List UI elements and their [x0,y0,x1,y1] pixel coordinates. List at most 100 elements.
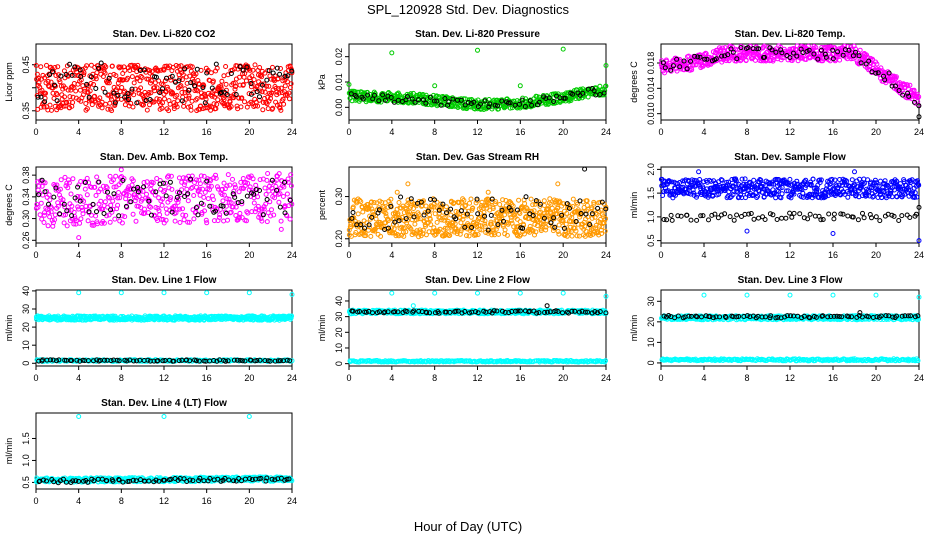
data-point [818,47,824,53]
data-point [863,61,869,67]
data-point [815,56,821,62]
y-tick-label: 30 [21,304,31,314]
data-point [211,358,217,363]
x-tick-label: 20 [244,373,254,383]
data-point [708,178,714,184]
data-point [888,78,894,84]
data-point [564,201,570,207]
data-point [790,50,796,56]
data-point [89,184,94,190]
data-point [889,83,895,89]
data-point [220,198,226,204]
data-point [215,184,220,190]
x-tick-label: 4 [76,127,81,137]
data-point [396,218,402,224]
data-point [122,67,128,73]
data-point [105,189,110,195]
data-point [403,206,409,212]
x-tick-label: 24 [601,250,611,260]
data-point [51,194,57,200]
data-point [870,56,875,62]
data-point [414,230,420,236]
data-point [277,105,283,111]
data-point [221,218,227,224]
x-tick-label: 24 [914,250,924,260]
data-point [388,95,394,100]
data-point [779,50,785,56]
data-point [873,214,879,220]
data-point [129,86,135,92]
data-point [228,71,234,76]
data-point [224,196,230,202]
data-point [528,196,534,202]
data-point [80,211,86,217]
x-tick-label: 12 [159,250,169,260]
data-point [257,88,263,94]
data-point [779,191,785,197]
series-1 [36,176,293,219]
data-point [490,224,496,230]
y-tick-label: 0 [21,361,31,366]
data-point [536,99,542,105]
data-point [250,176,256,182]
data-point [462,224,468,230]
data-point [186,87,192,93]
data-point [398,194,404,200]
data-point [223,81,229,87]
data-point [601,90,607,96]
data-point [96,179,102,185]
data-point [480,217,485,223]
data-point [438,102,444,108]
data-point [36,192,42,198]
data-point [166,108,172,114]
data-point [698,192,704,197]
data-point [73,218,79,224]
x-tick-label: 8 [432,127,437,137]
data-point [353,94,359,100]
data-point [278,226,284,232]
data-point [533,229,539,235]
data-point [392,219,398,225]
data-point [158,216,164,222]
data-point [282,210,288,216]
data-point [94,174,100,180]
data-point [376,207,382,213]
data-point [885,69,891,75]
data-point [238,104,244,110]
data-point [162,78,168,84]
data-point [418,199,424,205]
data-point [260,212,266,218]
data-point [51,95,57,101]
data-point [89,102,95,108]
data-point [442,96,448,101]
data-point [200,186,206,192]
data-point [271,212,277,218]
data-point [572,225,578,231]
data-point [179,98,185,104]
data-point [280,96,286,102]
data-point [181,217,187,223]
data-point [232,86,238,92]
data-point [289,68,295,74]
data-point [770,212,776,218]
x-tick-label: 4 [701,127,706,137]
data-point [599,199,605,205]
data-point [42,180,48,186]
data-point [578,211,584,216]
data-point [180,206,185,212]
data-point [563,221,569,227]
data-point [499,207,505,213]
data-point [285,176,291,182]
data-point [46,201,51,207]
data-point [508,207,514,213]
data-point [684,66,690,72]
data-point [512,212,517,218]
y-axis-label: ml/min [317,315,327,342]
data-point [225,358,231,364]
data-point [829,176,835,182]
data-point [561,225,567,231]
data-point [745,45,751,51]
data-point [878,178,883,184]
